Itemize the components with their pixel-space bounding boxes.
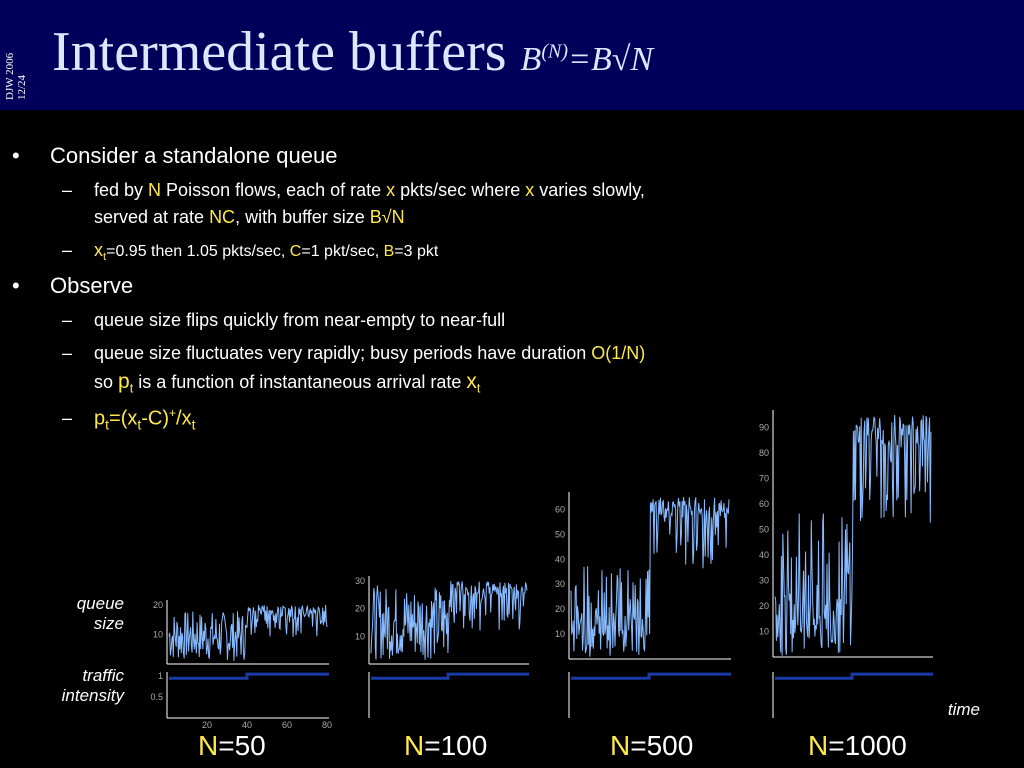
sub-bullet-flips: queue size flips quickly from near-empty…	[94, 310, 506, 330]
bullet-observe: Observe	[50, 273, 134, 298]
time-tick-label: 80	[322, 720, 332, 730]
title-text: Intermediate buffers	[52, 21, 507, 83]
queue-tick-label: 30	[555, 579, 565, 589]
queue-size-label: queue size	[76, 594, 124, 633]
queue-tick-label: 10	[153, 630, 163, 640]
formula-sup: (N)	[541, 40, 568, 63]
bullet-consider: Consider a standalone queue	[50, 143, 338, 168]
queue-tick-label: 50	[759, 525, 769, 535]
queue-trace-2	[570, 497, 730, 657]
queue-tick-label: 60	[759, 499, 769, 509]
intensity-line-0	[169, 672, 329, 680]
queue-trace-0	[168, 604, 328, 661]
sub-bullet-fed-by: fed by N Poisson flows, each of rate x p…	[94, 180, 645, 200]
dash-mark-5: –	[62, 408, 73, 428]
sub-bullet-served: served at rate NC, with buffer size B√N	[94, 207, 405, 227]
dash-mark-4: –	[62, 343, 73, 363]
queue-tick-label: 60	[555, 504, 565, 514]
queue-tick-label: 20	[153, 600, 163, 610]
time-tick-label: 20	[202, 720, 212, 730]
formula-b: B	[520, 41, 542, 78]
queue-tick-label: 10	[759, 627, 769, 637]
panel-label-n50: N=50	[198, 730, 266, 761]
slide-title: Intermediate buffers B(N)=B√N	[52, 20, 653, 84]
panel-label-n1000: N=1000	[808, 730, 907, 761]
queue-tick-label: 90	[759, 423, 769, 433]
queue-tick-label: 10	[555, 629, 565, 639]
formula-rest: =B√N	[568, 41, 654, 78]
queue-tick-label: 80	[759, 448, 769, 458]
time-tick-label: 60	[282, 720, 292, 730]
queue-tick-label: 40	[555, 554, 565, 564]
time-tick-label: 40	[242, 720, 252, 730]
queue-tick-label: 50	[555, 529, 565, 539]
bullet-mark-1: •	[12, 143, 20, 168]
queue-tick-label: 10	[355, 631, 365, 641]
bullet-mark-2: •	[12, 273, 20, 298]
sub-bullet-fluctuates: queue size fluctuates very rapidly; busy…	[94, 343, 646, 363]
intensity-line-3	[775, 672, 933, 680]
queue-tick-label: 20	[759, 601, 769, 611]
queue-tick-label: 20	[555, 604, 565, 614]
dash-mark-2: –	[62, 240, 73, 260]
queue-tick-label: 40	[759, 550, 769, 560]
intensity-line-2	[571, 672, 731, 680]
title-formula: B(N)=B√N	[521, 41, 654, 78]
queue-tick-label: 30	[355, 576, 365, 586]
queue-tick-label: 20	[355, 604, 365, 614]
intensity-tick-label: 0.5	[150, 692, 163, 702]
dash-mark-1: –	[62, 180, 73, 200]
sub-bullet-formula: pt=(xt-C)+/xt	[94, 406, 196, 433]
dash-mark-3: –	[62, 310, 73, 330]
title-bar: DJW 2006 12/24 Intermediate buffers B(N)…	[0, 0, 1024, 110]
panel-label-n500: N=500	[610, 730, 694, 761]
intensity-tick-label: 1	[158, 671, 163, 681]
traffic-intensity-label: traffic intensity	[61, 666, 124, 705]
queue-trace-1	[370, 580, 528, 660]
time-label: time	[947, 700, 980, 719]
queue-tick-label: 70	[759, 474, 769, 484]
queue-trace-3	[774, 414, 932, 656]
intensity-line-1	[371, 672, 529, 680]
queue-tick-label: 30	[759, 576, 769, 586]
sub-bullet-function: so pt is a function of instantaneous arr…	[94, 370, 481, 396]
panel-label-n100: N=100	[404, 730, 488, 761]
sub-bullet-rates: xt=0.95 then 1.05 pkts/sec, C=1 pkt/sec,…	[94, 240, 439, 264]
